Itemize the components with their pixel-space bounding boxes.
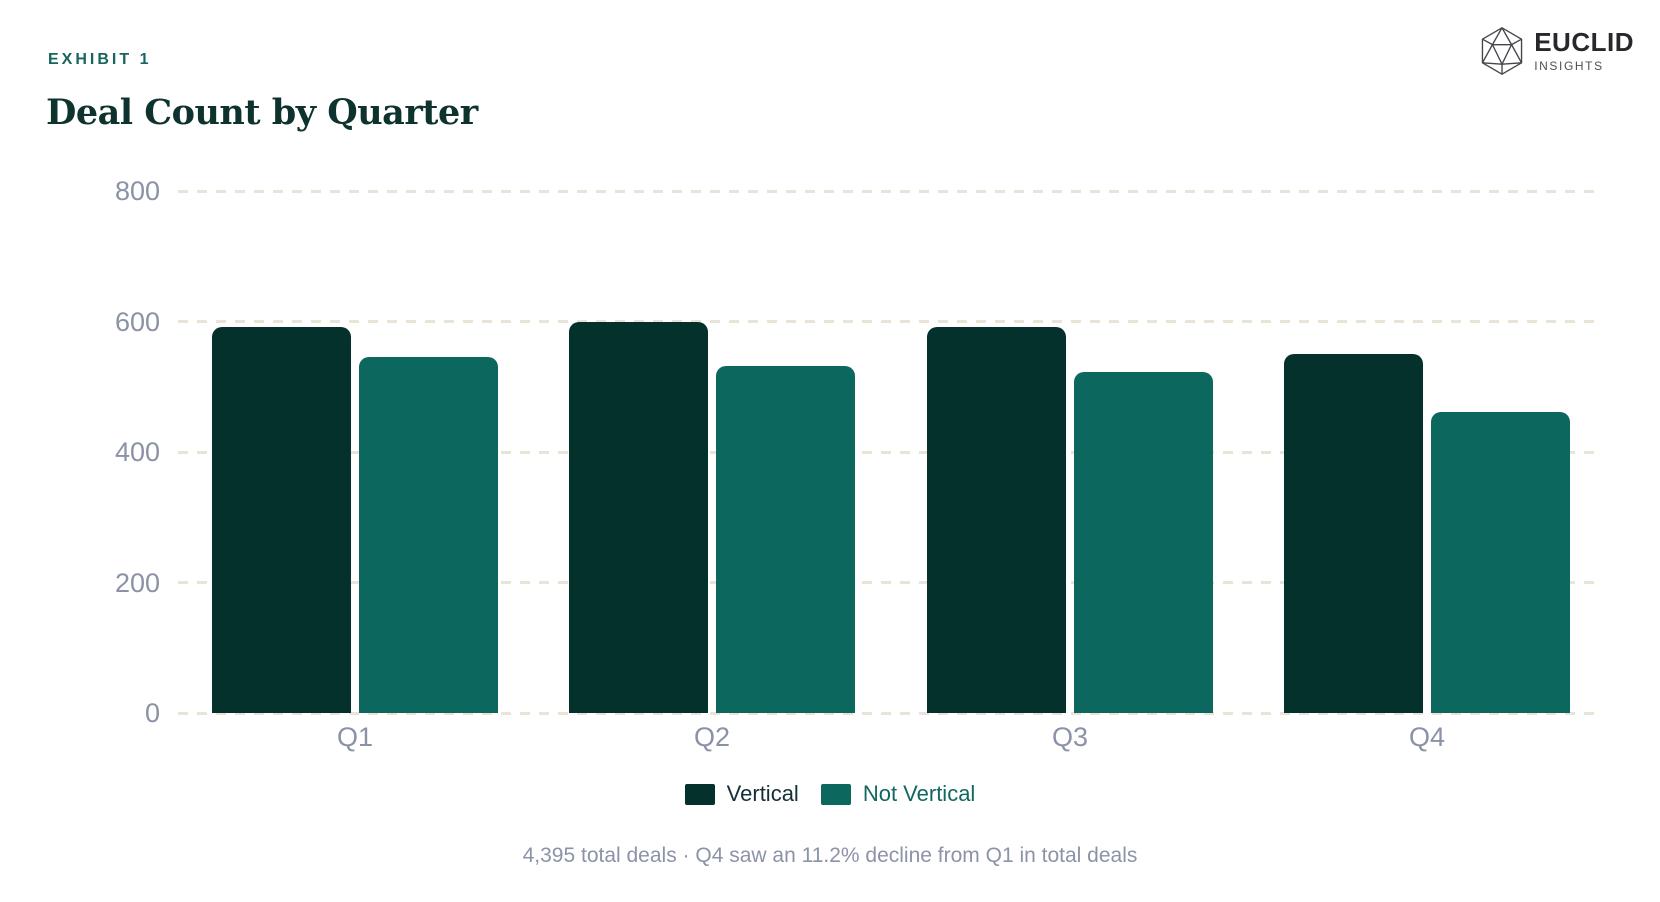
gridline-200: [178, 581, 1600, 584]
gridline-400: [178, 450, 1600, 454]
gridline-0: [178, 711, 1600, 715]
bar-q3-not-vertical: [1074, 372, 1213, 713]
page-title: Deal Count by Quarter: [46, 92, 478, 133]
y-axis-tick-800: 800: [114, 176, 160, 206]
brand-tagline: INSIGHTS: [1534, 58, 1604, 73]
polyhedron-logo-icon: [1481, 27, 1523, 75]
legend-item-not-vertical: Not Vertical: [820, 781, 976, 807]
chart-footnote: 4,395 total deals · Q4 saw an 11.2% decl…: [522, 844, 1138, 867]
bar-q4-not-vertical: [1431, 412, 1570, 713]
brand-name: EUCLID: [1534, 27, 1634, 58]
brand-logo-text: EUCLID INSIGHTS: [1534, 27, 1634, 73]
x-axis-label-q4: Q4: [1408, 722, 1446, 752]
gridline-600: [178, 320, 1600, 323]
x-axis-label-q2: Q2: [693, 722, 731, 752]
x-axis-label-q3: Q3: [1051, 722, 1089, 752]
legend-item-vertical: Vertical: [684, 781, 799, 807]
bar-q2-not-vertical: [716, 365, 855, 713]
brand-logo: EUCLID INSIGHTS: [1479, 26, 1634, 76]
bar-q2-vertical: [569, 321, 708, 713]
y-axis-tick-0: 0: [144, 698, 160, 728]
legend-swatch-not-vertical: [820, 783, 851, 805]
legend-swatch-vertical: [684, 783, 715, 805]
bar-q1-vertical: [212, 326, 351, 713]
legend-label-not-vertical: Not Vertical: [862, 781, 976, 806]
legend-label-vertical: Vertical: [726, 781, 799, 806]
x-axis-label-q1: Q1: [336, 722, 374, 752]
gridline-800: [178, 189, 1600, 193]
y-axis-tick-400: 400: [114, 437, 160, 467]
bar-q3-vertical: [927, 326, 1066, 713]
chart-legend: Vertical Not Vertical: [0, 781, 1660, 807]
y-axis-tick-600: 600: [114, 306, 160, 337]
bar-q1-not-vertical: [359, 356, 498, 713]
plot-area: [178, 189, 1600, 715]
bar-q4-vertical: [1284, 354, 1423, 713]
y-axis-tick-200: 200: [114, 567, 160, 598]
exhibit-label: EXHIBIT 1: [48, 51, 152, 68]
